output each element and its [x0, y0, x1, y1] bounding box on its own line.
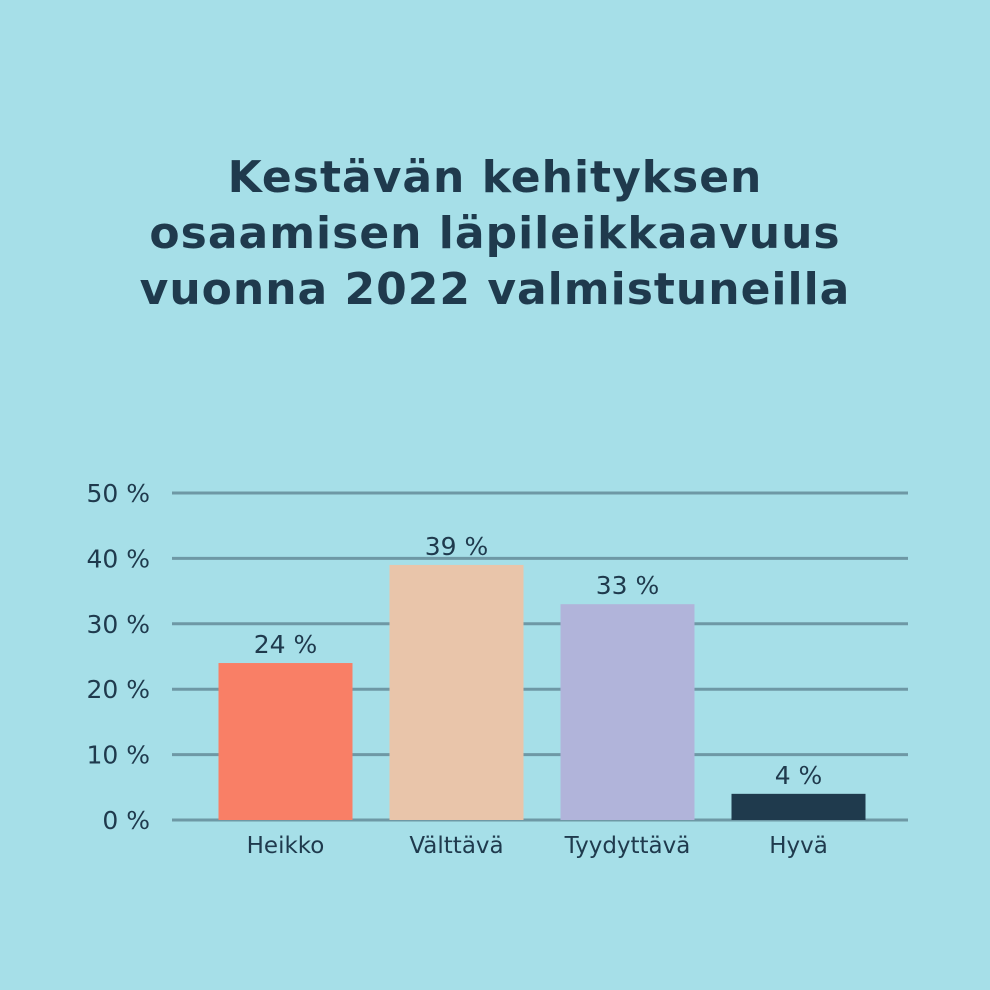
bar — [389, 564, 524, 820]
y-tick-label: 10 % — [86, 741, 150, 770]
chart-title-line-3: vuonna 2022 valmistuneilla — [139, 264, 851, 315]
y-axis-tick-labels: 0 % 10 % 20 % 30 % 40 % 50 % — [86, 479, 150, 835]
data-label: 33 % — [596, 571, 660, 600]
value-labels: 24 % 39 % 33 % 4 % — [254, 532, 823, 790]
chart-title: Kestävän kehityksen osaamisen läpileikka… — [0, 150, 990, 318]
x-tick-label: Tyydyttävä — [564, 833, 691, 859]
bar — [731, 793, 866, 820]
y-tick-label: 0 % — [102, 806, 150, 835]
data-label: 39 % — [425, 532, 489, 561]
bars — [218, 564, 866, 820]
bar — [560, 604, 695, 820]
y-tick-label: 40 % — [86, 544, 150, 573]
chart-title-line-2: osaamisen läpileikkaavuus — [149, 208, 841, 259]
x-tick-label: Välttävä — [409, 833, 503, 859]
data-label: 4 % — [775, 761, 823, 790]
bar — [218, 663, 353, 820]
x-tick-label: Heikko — [247, 833, 325, 859]
x-tick-label: Hyvä — [769, 833, 828, 859]
x-axis-tick-labels: Heikko Välttävä Tyydyttävä Hyvä — [247, 833, 828, 859]
data-label: 24 % — [254, 630, 318, 659]
y-tick-label: 30 % — [86, 610, 150, 639]
chart-title-line-1: Kestävän kehityksen — [227, 152, 763, 203]
y-tick-label: 50 % — [86, 479, 150, 508]
y-tick-label: 20 % — [86, 675, 150, 704]
